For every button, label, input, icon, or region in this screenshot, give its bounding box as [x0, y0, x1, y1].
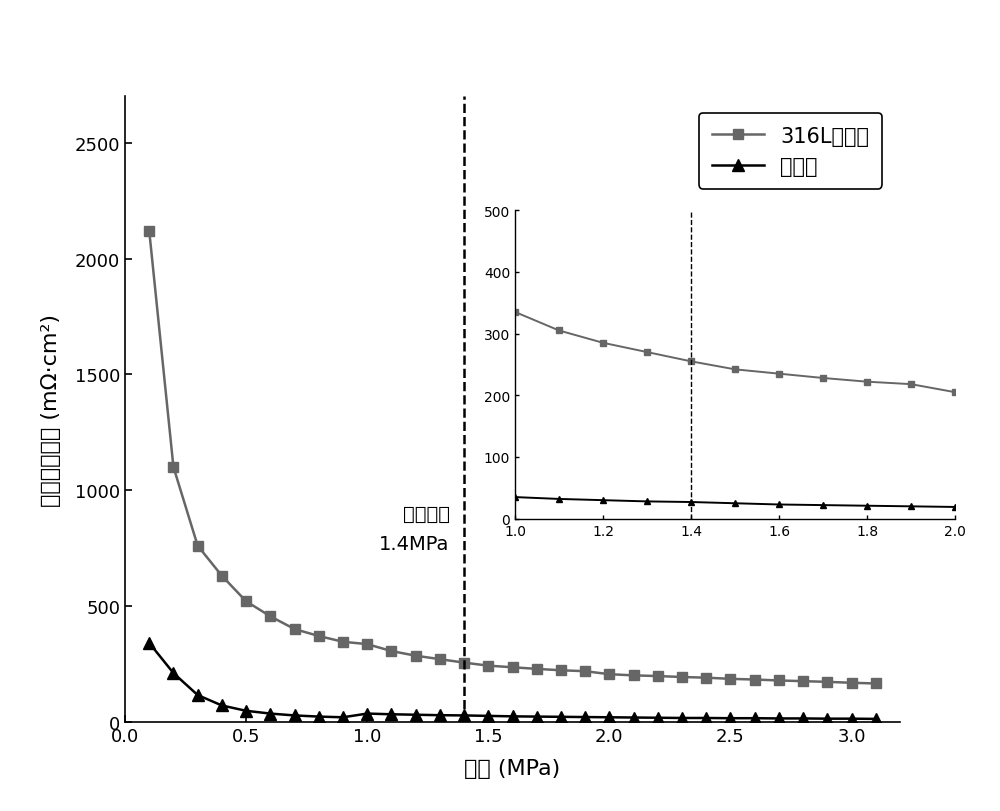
316L不锈钓 [264, 611, 276, 621]
316L不锈钓 [167, 462, 179, 472]
316L不锈钓 [410, 651, 422, 661]
实施例 [434, 710, 446, 720]
实施例 [797, 714, 809, 723]
316L不锈钓 [846, 678, 858, 688]
316L不锈钓 [603, 670, 615, 680]
实施例 [773, 714, 785, 723]
316L不锈钓 [700, 673, 712, 683]
实施例 [676, 713, 688, 723]
316L不锈钓 [579, 667, 591, 676]
316L不锈钓 [628, 671, 640, 680]
316L不锈钓 [434, 654, 446, 664]
实施例 [458, 710, 470, 720]
316L不锈钓 [385, 646, 397, 656]
316L不锈钓 [313, 631, 325, 641]
实施例 [361, 709, 373, 719]
实施例 [531, 712, 543, 722]
实施例 [337, 713, 349, 723]
实施例 [846, 714, 858, 723]
316L不锈钓 [652, 672, 664, 681]
316L不锈钓 [531, 664, 543, 674]
316L不锈钓 [361, 639, 373, 649]
实施例 [167, 668, 179, 678]
实施例 [579, 712, 591, 722]
316L不锈钓 [240, 597, 252, 607]
实施例 [216, 701, 228, 710]
实施例 [143, 638, 155, 648]
实施例 [724, 714, 736, 723]
实施例 [264, 709, 276, 719]
316L不锈钓 [506, 663, 518, 672]
316L不锈钓 [676, 672, 688, 682]
316L不锈钓 [143, 226, 155, 236]
316L不锈钓 [749, 675, 761, 684]
实施例 [289, 710, 301, 720]
实施例 [821, 714, 833, 723]
Y-axis label: 表面接触电阱 (mΩ·cm²): 表面接触电阱 (mΩ·cm²) [41, 313, 61, 506]
实施例 [385, 710, 397, 719]
实施例 [628, 713, 640, 723]
实施例 [603, 713, 615, 723]
实施例 [700, 713, 712, 723]
实施例 [652, 713, 664, 723]
316L不锈钓 [458, 658, 470, 667]
实施例 [482, 711, 494, 721]
316L不锈钓 [337, 637, 349, 647]
316L不锈钓 [773, 676, 785, 685]
X-axis label: 压力 (MPa): 压力 (MPa) [464, 758, 561, 779]
Legend: 316L不锈钓, 实施例: 316L不锈钓, 实施例 [699, 114, 882, 189]
实施例 [555, 712, 567, 722]
316L不锈钓 [192, 541, 204, 551]
316L不锈钓 [289, 624, 301, 634]
Text: 1.4MPa: 1.4MPa [379, 534, 450, 553]
实施例 [410, 710, 422, 719]
实施例 [240, 706, 252, 716]
316L不锈钓 [555, 666, 567, 676]
实施例 [192, 690, 204, 700]
316L不锈钓 [870, 679, 882, 689]
316L不锈钓 [216, 571, 228, 581]
316L不锈钓 [724, 674, 736, 684]
316L不锈钓 [821, 677, 833, 687]
Line: 316L不锈钓: 316L不锈钓 [144, 226, 881, 689]
Text: 工作压力: 工作压力 [403, 504, 450, 523]
316L不锈钓 [482, 661, 494, 671]
实施例 [749, 714, 761, 723]
实施例 [313, 712, 325, 722]
Line: 实施例: 实施例 [144, 637, 881, 724]
实施例 [870, 714, 882, 724]
316L不锈钓 [797, 676, 809, 686]
实施例 [506, 711, 518, 721]
